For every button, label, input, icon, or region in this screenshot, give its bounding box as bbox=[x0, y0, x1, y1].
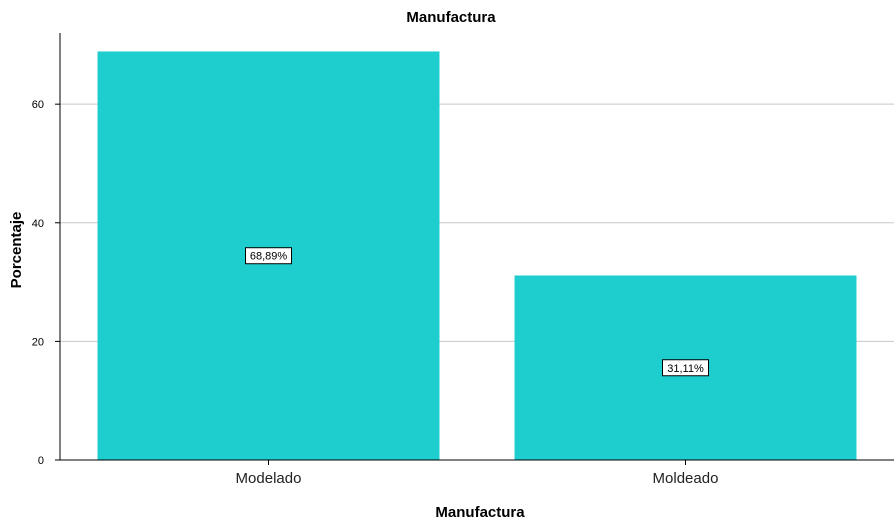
x-axis-ticks: Modelado Moldeado bbox=[236, 460, 719, 487]
data-label-box bbox=[245, 247, 292, 265]
y-tick-label: 40 bbox=[32, 218, 44, 230]
data-label: 31,11% bbox=[667, 363, 704, 375]
x-axis-title: Manufactura bbox=[435, 504, 525, 521]
x-tick-label: Modelado bbox=[236, 470, 302, 487]
chart-title: Manufactura bbox=[406, 9, 496, 26]
data-labels: 68,89% 31,11% bbox=[245, 247, 709, 377]
y-axis-title: Porcentaje bbox=[8, 212, 25, 289]
y-tick-label: 60 bbox=[32, 99, 44, 111]
bars bbox=[97, 51, 857, 460]
y-tick-label: 20 bbox=[32, 336, 44, 348]
x-tick-label: Moldeado bbox=[653, 470, 719, 487]
data-label-box bbox=[662, 359, 709, 377]
y-axis-ticks: 0 20 40 60 bbox=[32, 99, 60, 467]
data-label: 68,89% bbox=[250, 251, 288, 263]
y-tick-label: 0 bbox=[38, 455, 44, 467]
